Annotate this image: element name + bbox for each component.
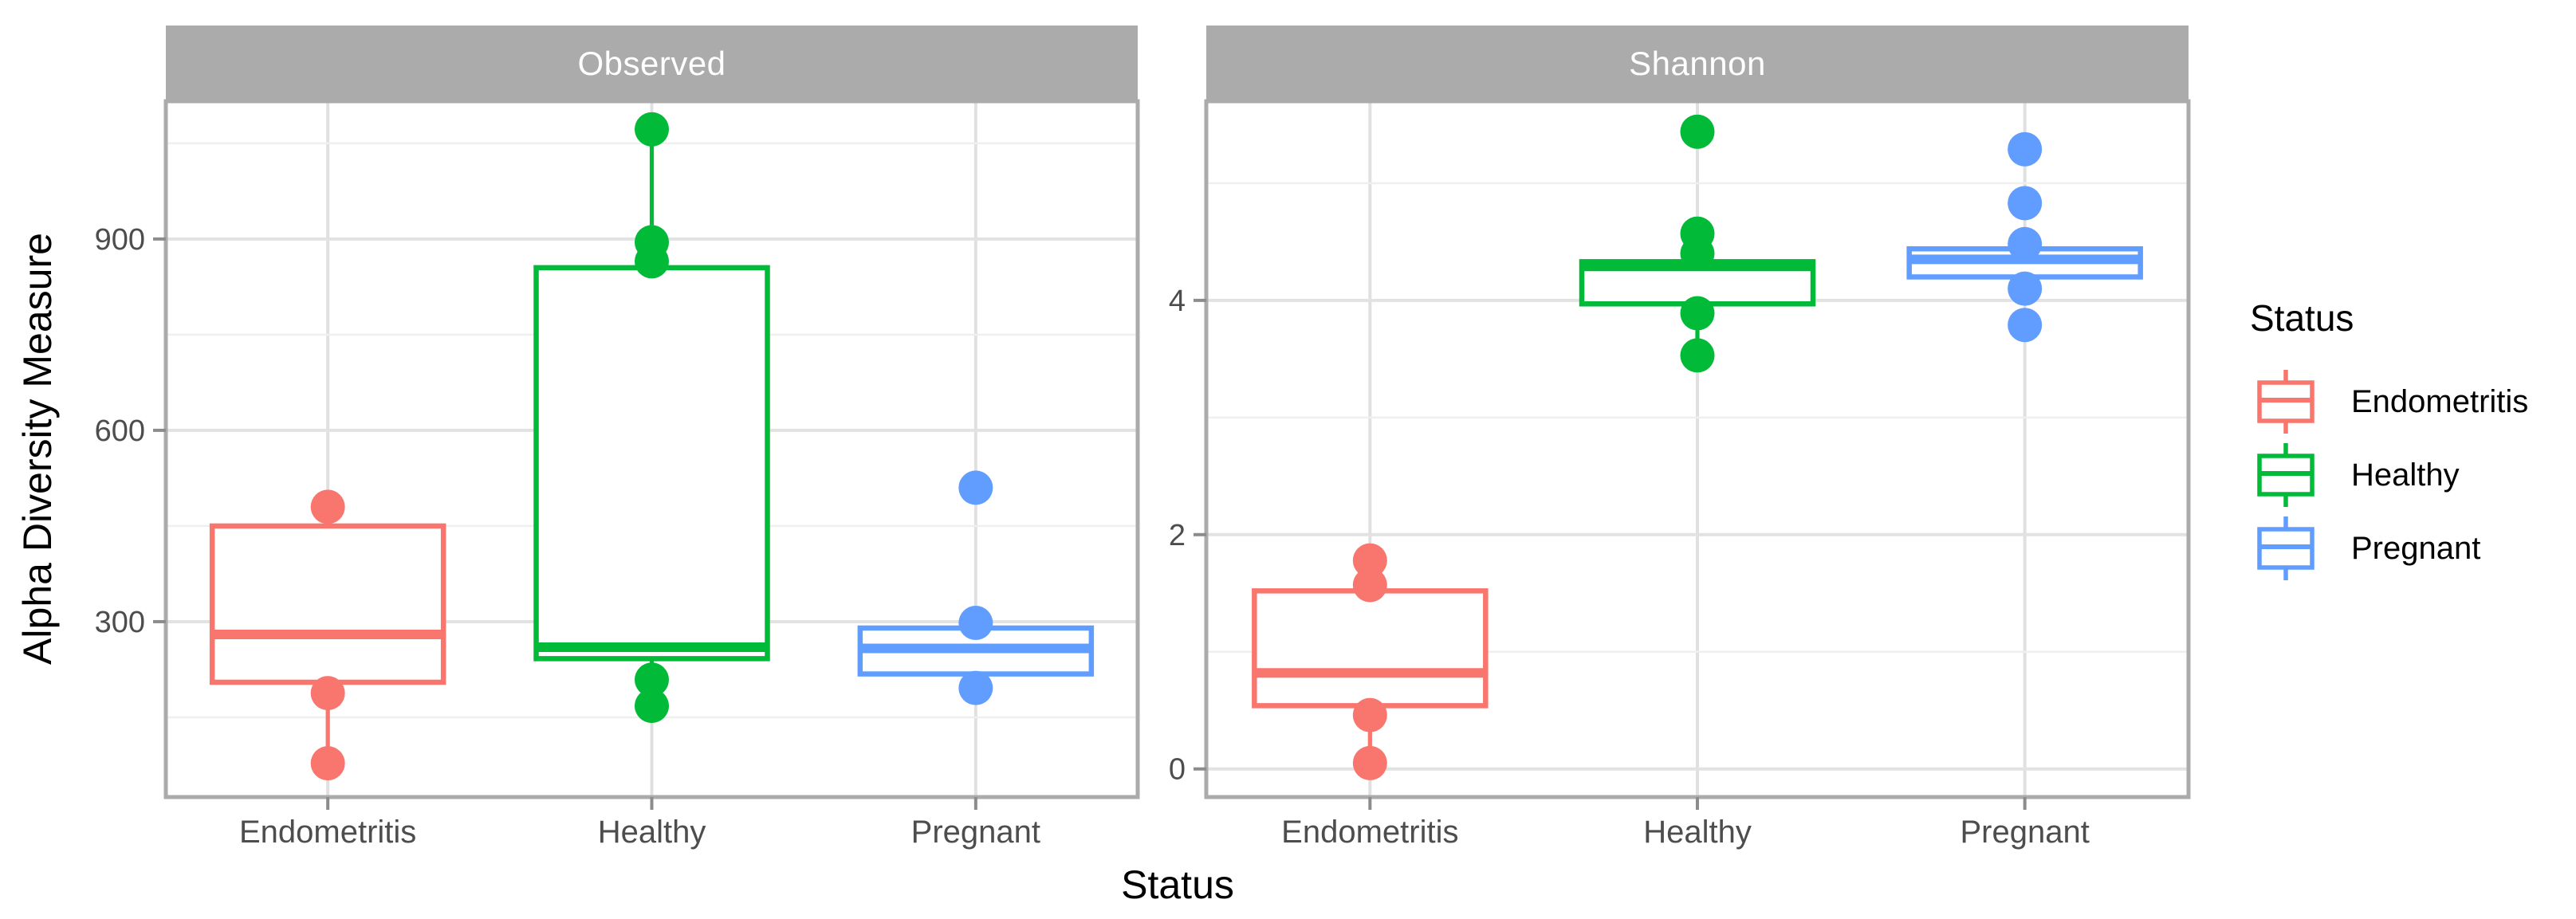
legend-item-healthy: Healthy xyxy=(2250,442,2528,509)
legend-title: Status xyxy=(2250,297,2354,339)
jitter-point-endometritis xyxy=(310,746,345,781)
jitter-point-endometritis xyxy=(1352,697,1387,732)
box-observed-healthy xyxy=(533,265,770,662)
jitter-point-pregnant xyxy=(2008,308,2043,343)
jitter-point-pregnant xyxy=(958,606,993,641)
boxplot-key-icon xyxy=(2257,443,2314,507)
jitter-point-pregnant xyxy=(958,470,993,505)
facet-strip-observed: Observed xyxy=(166,26,1138,101)
x-tick-label: Healthy xyxy=(1643,815,1752,850)
x-tick-label: Healthy xyxy=(598,815,706,850)
jitter-point-healthy xyxy=(635,244,669,279)
jitter-point-pregnant xyxy=(2008,186,2043,221)
jitter-point-healthy xyxy=(635,689,669,724)
box-observed-endometritis xyxy=(209,523,446,685)
y-tick-label: 600 xyxy=(95,414,145,448)
legend-item-label: Healthy xyxy=(2351,457,2460,493)
jitter-point-endometritis xyxy=(1352,745,1387,780)
jitter-point-endometritis xyxy=(310,489,345,524)
jitter-point-endometritis xyxy=(1352,568,1387,603)
facet-strip-shannon: Shannon xyxy=(1206,26,2189,101)
legend: Status Endometritis Healthy xyxy=(2250,297,2528,588)
x-tick-label: Pregnant xyxy=(911,815,1040,850)
jitter-point-healthy xyxy=(1680,236,1715,271)
jitter-point-pregnant xyxy=(2008,132,2043,167)
y-tick-label: 900 xyxy=(95,223,145,257)
y-tick-label: 0 xyxy=(1169,753,1186,787)
jitter-point-healthy xyxy=(635,662,669,697)
x-tick-label: Endometritis xyxy=(239,815,416,850)
x-axis-title: Status xyxy=(1121,862,1234,907)
y-axis-title: Alpha Diversity Measure xyxy=(15,233,60,665)
boxplot-key-icon xyxy=(2257,370,2314,434)
jitter-point-endometritis xyxy=(310,676,345,711)
facet-strip-label: Observed xyxy=(577,44,726,82)
facet-strip-label: Shannon xyxy=(1629,44,1766,82)
y-tick-label: 2 xyxy=(1169,519,1186,552)
x-tick-label: Pregnant xyxy=(1960,815,2089,850)
box-shannon-endometritis xyxy=(1252,588,1489,709)
boxplot-key-icon xyxy=(2257,516,2314,580)
legend-item-label: Endometritis xyxy=(2351,383,2529,419)
y-tick-label: 300 xyxy=(95,606,145,639)
legend-item-label: Pregnant xyxy=(2351,530,2481,566)
jitter-point-healthy xyxy=(1680,296,1715,331)
jitter-point-healthy xyxy=(1680,114,1715,149)
legend-item-pregnant: Pregnant xyxy=(2250,515,2528,582)
jitter-point-healthy xyxy=(1680,338,1715,373)
x-tick-label: Endometritis xyxy=(1281,815,1458,850)
jitter-point-healthy xyxy=(635,112,669,147)
jitter-point-pregnant xyxy=(2008,271,2043,306)
jitter-point-endometritis xyxy=(1352,543,1387,578)
jitter-point-pregnant xyxy=(2008,226,2043,261)
y-tick-label: 4 xyxy=(1169,285,1186,318)
legend-item-endometritis: Endometritis xyxy=(2250,368,2528,435)
jitter-point-pregnant xyxy=(958,670,993,705)
